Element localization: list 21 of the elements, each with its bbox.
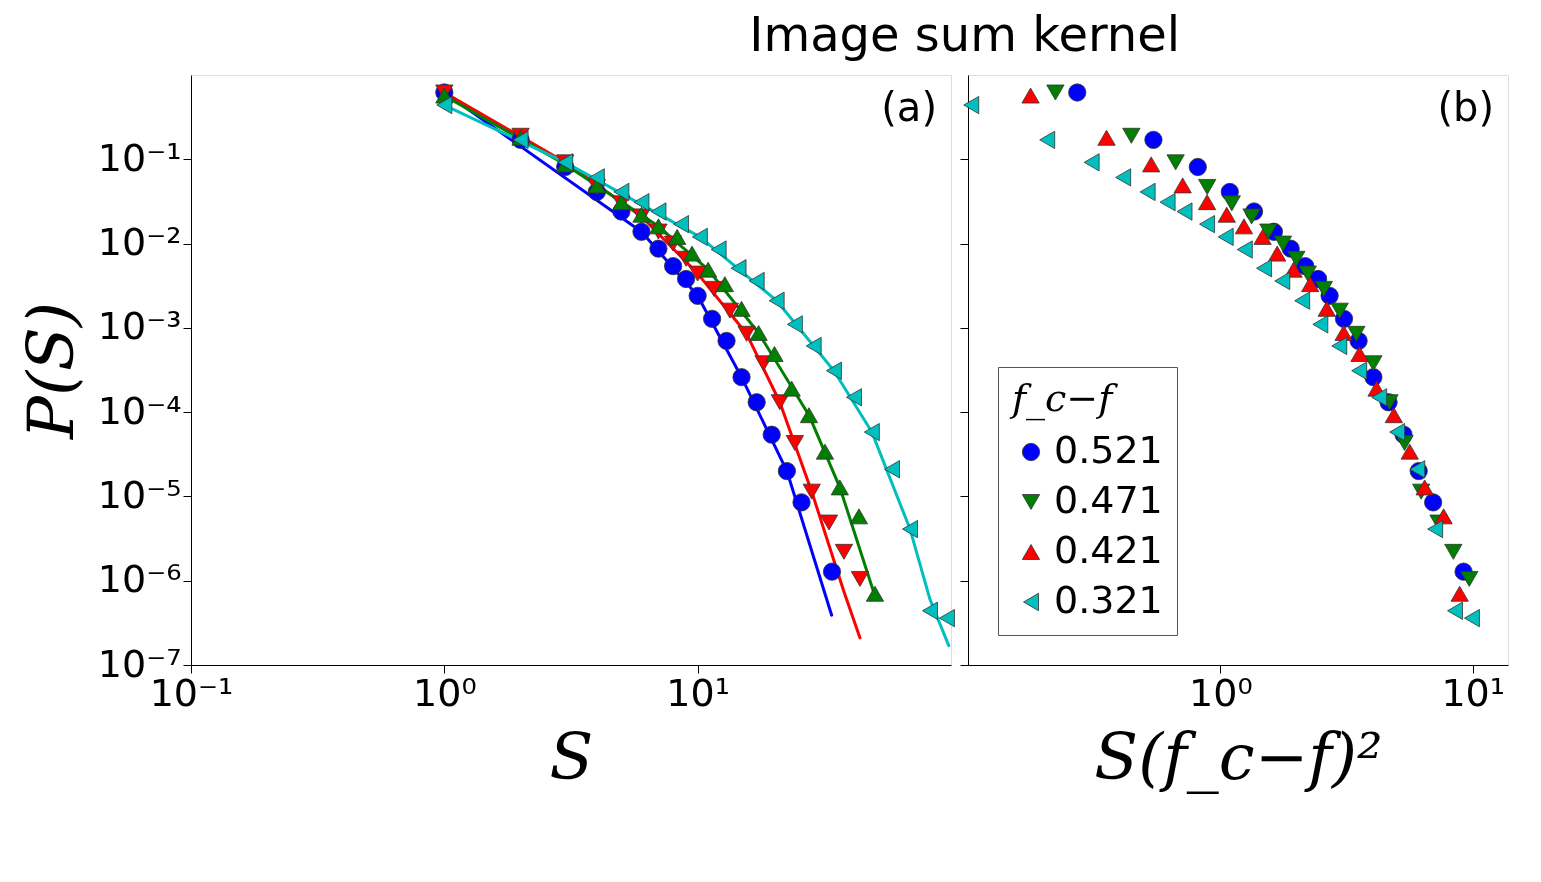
x-tick-label: 10¹ [1441, 670, 1505, 715]
x-axis-title: S [549, 719, 594, 794]
y-tick-label: 10⁻³ [97, 304, 182, 349]
x-axis-title: S(f_c−f)² [1094, 719, 1383, 794]
y-tick-label: 10⁻⁴ [97, 388, 182, 433]
x-tick-label: 10⁰ [1189, 670, 1253, 715]
y-axis-title: P(S) [13, 302, 88, 440]
legend-label: 0.471 [1054, 478, 1163, 522]
y-tick-label: 10⁻¹ [97, 135, 182, 180]
legend-title: f_c−f [1009, 376, 1119, 421]
y-tick-label: 10⁻⁶ [97, 557, 182, 602]
y-tick-label: 10⁻⁵ [97, 472, 182, 517]
legend-label: 0.421 [1054, 528, 1163, 572]
annotation: (b) [1437, 84, 1494, 130]
annotation: (a) [881, 84, 937, 130]
y-tick-label: 10⁻² [97, 220, 182, 265]
chart-title: Image sum kernel [749, 5, 1181, 62]
legend-label: 0.321 [1054, 578, 1163, 622]
legend-label: 0.521 [1054, 428, 1163, 472]
x-tick-label: 10¹ [666, 670, 730, 715]
x-tick-label: 10⁰ [413, 670, 477, 715]
